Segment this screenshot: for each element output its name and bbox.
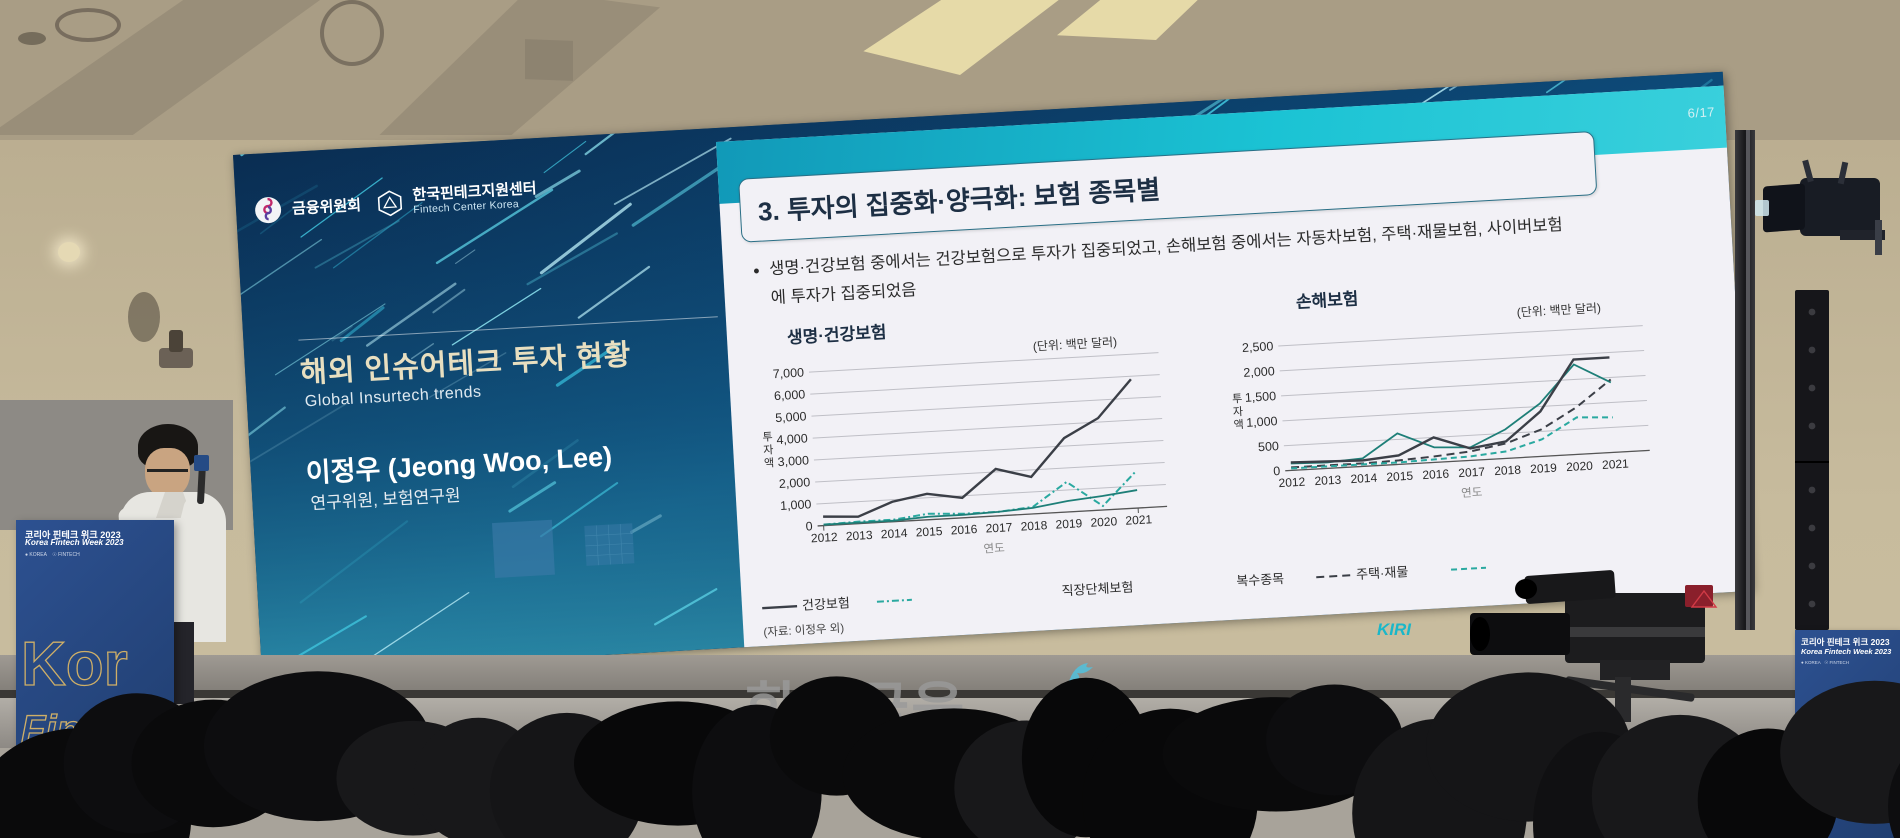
svg-text:500: 500 [1258, 439, 1280, 454]
svg-text:2021: 2021 [1602, 457, 1630, 472]
svg-text:6,000: 6,000 [774, 387, 806, 403]
svg-text:7,000: 7,000 [772, 365, 804, 381]
svg-text:건강보험: 건강보험 [802, 595, 851, 613]
svg-text:2019: 2019 [1055, 516, 1083, 531]
svg-text:2018: 2018 [1494, 463, 1522, 478]
svg-text:3,000: 3,000 [777, 453, 809, 469]
svg-text:투: 투 [762, 431, 773, 444]
svg-text:자: 자 [1233, 405, 1244, 419]
svg-text:액: 액 [1233, 418, 1244, 432]
svg-text:2020: 2020 [1566, 459, 1594, 474]
svg-text:투: 투 [1232, 393, 1243, 406]
svg-text:4,000: 4,000 [776, 431, 808, 447]
svg-text:2,000: 2,000 [1243, 364, 1275, 380]
svg-text:연도: 연도 [1461, 486, 1483, 500]
svg-text:주택·재물: 주택·재물 [1356, 564, 1409, 582]
svg-text:2014: 2014 [1350, 471, 1378, 486]
svg-text:2014: 2014 [880, 526, 908, 541]
svg-text:2017: 2017 [985, 520, 1013, 535]
svg-text:2017: 2017 [1458, 465, 1486, 480]
svg-text:5,000: 5,000 [775, 409, 807, 425]
svg-text:1,500: 1,500 [1244, 389, 1276, 405]
svg-text:2016: 2016 [1422, 467, 1450, 482]
svg-text:액: 액 [764, 456, 775, 470]
svg-text:2015: 2015 [915, 524, 943, 539]
svg-text:2013: 2013 [846, 528, 874, 543]
svg-text:2013: 2013 [1314, 473, 1342, 488]
svg-text:연도: 연도 [983, 542, 1005, 556]
svg-text:직장단체보험: 직장단체보험 [1061, 579, 1133, 598]
svg-text:2012: 2012 [1278, 475, 1306, 490]
svg-text:2,000: 2,000 [779, 475, 811, 491]
svg-text:2019: 2019 [1530, 461, 1558, 476]
svg-text:2021: 2021 [1125, 512, 1153, 527]
svg-text:2012: 2012 [811, 530, 839, 545]
svg-text:복수종목: 복수종목 [1236, 571, 1285, 589]
svg-text:1,000: 1,000 [780, 497, 812, 513]
svg-text:1,000: 1,000 [1246, 414, 1278, 430]
svg-text:2018: 2018 [1020, 518, 1048, 533]
svg-text:2015: 2015 [1386, 469, 1414, 484]
svg-text:2020: 2020 [1090, 514, 1118, 529]
svg-text:자: 자 [763, 443, 774, 457]
svg-text:2,500: 2,500 [1242, 339, 1274, 355]
svg-text:2016: 2016 [950, 522, 978, 537]
